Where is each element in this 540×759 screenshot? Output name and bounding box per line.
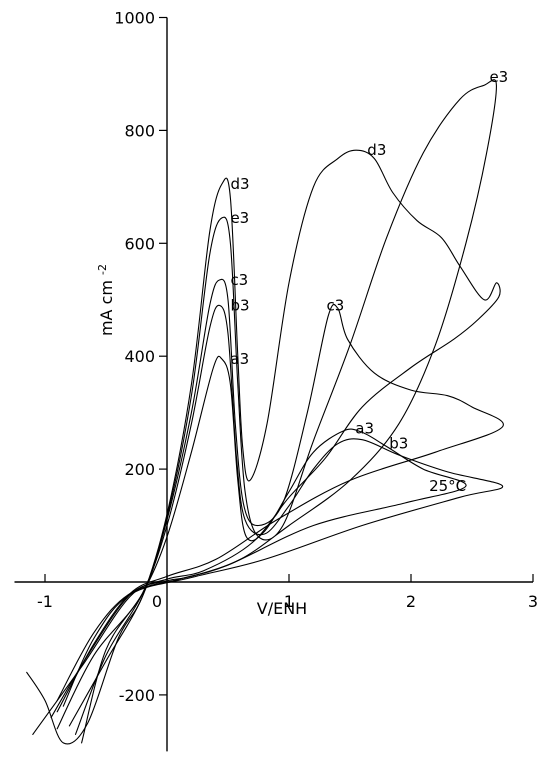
y-tick-label: -200 [119,686,155,705]
curve-d3 [26,149,501,745]
curve-label-peak-a3: a3 [230,350,249,368]
curve-label-d3: d3 [367,141,386,159]
y-tick-label: 200 [124,460,155,479]
x-axis-label: V/ENH [257,599,307,618]
curve-label-e3: e3 [489,68,508,86]
x-tick-label: 1 [284,592,294,611]
curve-label-c3: c3 [326,296,344,314]
x-tick-label: 2 [406,592,416,611]
curve-label-peak-d3: d3 [230,175,249,193]
curves [26,79,504,745]
curve-label-a3: a3 [355,419,374,437]
y-tick-label: 800 [124,121,155,140]
curve-label-peak-c3: c3 [230,271,248,289]
x-tick-label: 3 [528,592,538,611]
y-tick-label: 1000 [114,9,155,28]
curve-b3 [62,304,504,735]
curve-label-peak-e3: e3 [230,209,249,227]
temperature-annotation: 25°C [429,477,466,495]
curve-e3 [50,79,497,730]
y-axis-label: mA cm -2 [96,264,116,336]
x-tick-label: -1 [37,592,53,611]
y-tick-label: 400 [124,347,155,366]
y-tick-label: 600 [124,234,155,253]
curve-labels: a3 a3 b3 b3 c3 c3 d3 d3 e3 e3 [230,68,508,453]
axes [14,17,533,752]
curve-label-b3: b3 [389,435,408,453]
curve-label-peak-b3: b3 [230,296,249,314]
y-axis-label-main: mA cm [97,280,116,336]
y-axis-label-exponent: -2 [96,264,109,275]
x-tick-label: 0 [152,592,162,611]
curve-c3 [56,278,504,727]
ticks: -1 0 1 2 3 -200 200 400 600 800 1000 [37,9,538,705]
